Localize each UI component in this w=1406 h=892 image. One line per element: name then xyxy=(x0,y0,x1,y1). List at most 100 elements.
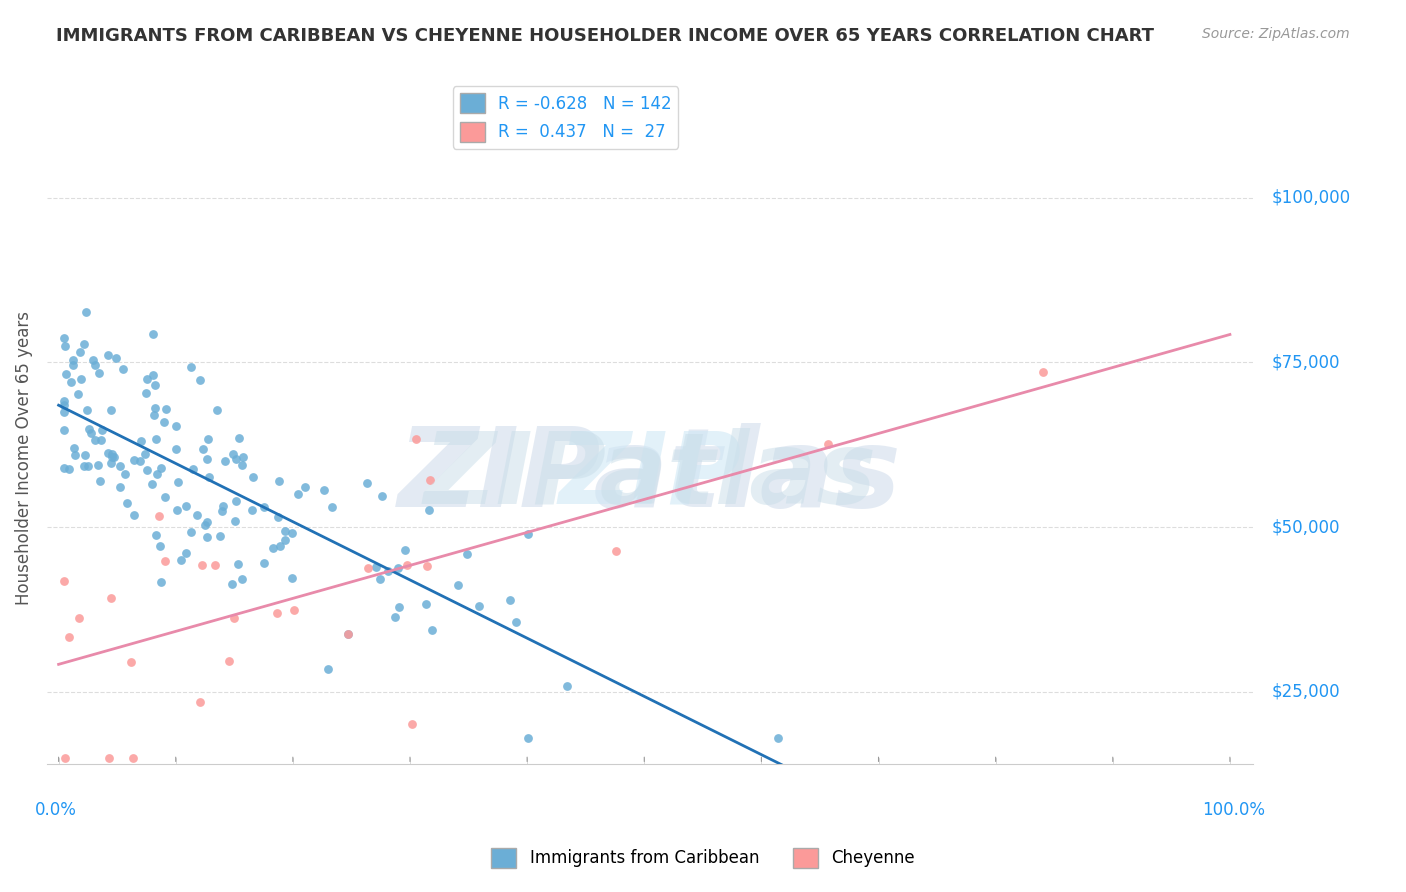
Text: $100,000: $100,000 xyxy=(1271,188,1351,207)
Point xyxy=(188,695,211,709)
Point xyxy=(62,352,84,367)
Point xyxy=(122,508,145,522)
Point xyxy=(142,409,165,423)
Point xyxy=(197,432,219,446)
Point xyxy=(114,467,136,482)
Point xyxy=(83,433,105,447)
Point xyxy=(218,654,240,668)
Text: $75,000: $75,000 xyxy=(1271,353,1340,371)
Point xyxy=(97,446,120,460)
Point xyxy=(146,467,169,481)
Y-axis label: Householder Income Over 65 years: Householder Income Over 65 years xyxy=(15,311,32,605)
Point xyxy=(388,600,411,615)
Point xyxy=(97,750,120,764)
Point xyxy=(97,348,120,362)
Point xyxy=(53,405,76,419)
Point xyxy=(267,474,290,488)
Point xyxy=(387,561,409,575)
Point xyxy=(53,399,76,413)
Point xyxy=(53,750,76,764)
Point xyxy=(101,447,124,461)
Point xyxy=(58,462,80,476)
Point xyxy=(67,611,90,625)
Point xyxy=(155,401,177,416)
Point xyxy=(170,553,193,567)
Point xyxy=(135,386,157,401)
Point xyxy=(197,470,219,484)
Point xyxy=(419,473,441,487)
Point xyxy=(174,546,197,560)
Point xyxy=(394,543,416,558)
Point xyxy=(253,556,276,570)
Point xyxy=(90,423,112,437)
Point xyxy=(153,491,176,505)
Point xyxy=(225,452,247,467)
Point xyxy=(505,615,527,629)
Point xyxy=(262,541,284,556)
Point xyxy=(145,432,167,446)
Point xyxy=(53,339,76,353)
Point xyxy=(55,367,77,381)
Text: $25,000: $25,000 xyxy=(1271,682,1340,701)
Point xyxy=(222,447,245,461)
Point xyxy=(73,448,96,462)
Point xyxy=(58,630,80,644)
Point xyxy=(447,577,470,591)
Point xyxy=(76,402,98,417)
Point xyxy=(224,611,246,625)
Point xyxy=(356,476,378,491)
Point xyxy=(142,326,165,341)
Point xyxy=(111,362,134,376)
Point xyxy=(273,533,295,547)
Point xyxy=(377,564,399,578)
Point xyxy=(66,387,89,401)
Point xyxy=(134,446,156,460)
Text: ZIPatlas: ZIPatlas xyxy=(398,423,903,530)
Point xyxy=(136,372,159,386)
Point xyxy=(418,503,440,517)
Point xyxy=(69,344,91,359)
Point xyxy=(149,574,172,589)
Point xyxy=(212,499,235,513)
Point xyxy=(240,503,263,517)
Point xyxy=(121,655,143,669)
Point xyxy=(517,526,540,541)
Point xyxy=(605,543,627,558)
Point xyxy=(224,514,246,528)
Point xyxy=(221,577,243,591)
Point xyxy=(63,448,86,462)
Point xyxy=(357,560,380,574)
Point xyxy=(100,403,122,417)
Point xyxy=(195,516,218,530)
Point xyxy=(228,431,250,445)
Point xyxy=(143,401,166,415)
Point xyxy=(87,458,110,472)
Point xyxy=(122,750,145,764)
Point xyxy=(53,423,76,437)
Point xyxy=(180,524,202,539)
Point xyxy=(82,352,104,367)
Point xyxy=(204,558,226,572)
Point xyxy=(166,419,188,434)
Point xyxy=(226,557,249,571)
Point xyxy=(415,559,437,574)
Point xyxy=(456,547,478,561)
Text: Source: ZipAtlas.com: Source: ZipAtlas.com xyxy=(1202,27,1350,41)
Point xyxy=(194,518,217,533)
Point xyxy=(242,470,264,484)
Point xyxy=(153,554,176,568)
Point xyxy=(53,331,76,345)
Point xyxy=(53,461,76,475)
Point xyxy=(231,458,253,472)
Text: IMMIGRANTS FROM CARIBBEAN VS CHEYENNE HOUSEHOLDER INCOME OVER 65 YEARS CORRELATI: IMMIGRANTS FROM CARIBBEAN VS CHEYENNE HO… xyxy=(56,27,1154,45)
Point xyxy=(312,483,335,497)
Point xyxy=(63,441,86,455)
Text: 0.0%: 0.0% xyxy=(35,801,77,819)
Point xyxy=(316,662,339,676)
Point xyxy=(269,540,291,554)
Point xyxy=(195,451,218,466)
Point xyxy=(211,504,233,518)
Point xyxy=(191,558,214,572)
Point xyxy=(368,572,391,586)
Point xyxy=(283,603,305,617)
